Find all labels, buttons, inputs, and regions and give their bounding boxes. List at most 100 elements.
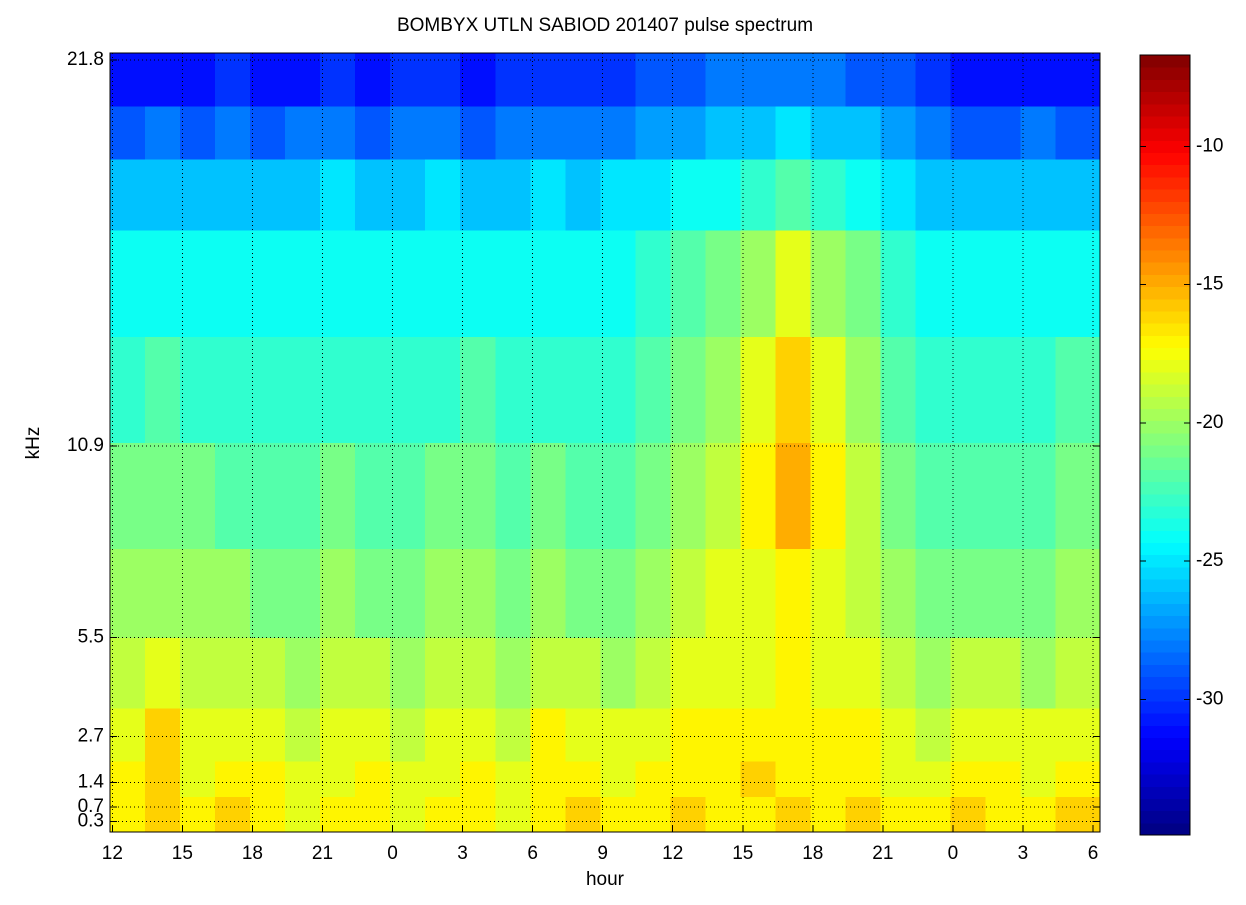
- heatmap-cell: [1055, 637, 1101, 709]
- colorbar-swatch: [1140, 408, 1190, 422]
- colorbar-swatch: [1140, 115, 1190, 129]
- heatmap-cell: [670, 159, 706, 231]
- heatmap-cell: [320, 637, 356, 709]
- heatmap-cell: [810, 796, 846, 833]
- heatmap-cell: [460, 708, 496, 762]
- heatmap-cell: [530, 53, 566, 107]
- heatmap-cell: [390, 230, 426, 337]
- x-tick-label: 21: [312, 843, 333, 864]
- heatmap-cell: [110, 637, 146, 709]
- heatmap-cell: [215, 708, 251, 762]
- heatmap-cell: [425, 230, 461, 337]
- heatmap-cell: [635, 230, 671, 337]
- heatmap-cell: [110, 761, 146, 798]
- heatmap-cell: [495, 796, 531, 833]
- heatmap-cell: [145, 708, 181, 762]
- heatmap-cell: [355, 708, 391, 762]
- heatmap-cell: [180, 548, 216, 638]
- heatmap-cell: [1055, 708, 1101, 762]
- colorbar-swatch: [1140, 262, 1190, 275]
- heatmap-cell: [565, 796, 601, 833]
- heatmap-cell: [530, 548, 566, 638]
- heatmap-cell: [250, 708, 286, 762]
- colorbar-swatch: [1140, 627, 1190, 641]
- heatmap-cell: [880, 53, 917, 107]
- colorbar-swatch: [1140, 237, 1190, 251]
- heatmap-cell: [950, 442, 987, 550]
- colorbar-swatch: [1140, 664, 1190, 678]
- x-tick-label: 12: [662, 843, 683, 864]
- heatmap-cell: [495, 442, 531, 550]
- colorbar-swatch: [1140, 579, 1190, 592]
- heatmap-cell: [355, 106, 391, 160]
- heatmap-cell: [600, 106, 636, 160]
- heatmap-cell: [530, 106, 566, 160]
- x-tick-label: 3: [1018, 843, 1029, 864]
- heatmap-cell: [110, 159, 146, 231]
- colorbar-swatch: [1140, 152, 1190, 166]
- heatmap-cell: [845, 106, 882, 160]
- heatmap-cell: [915, 548, 952, 638]
- heatmap-cell: [845, 548, 882, 638]
- y-tick-label: 21.8: [67, 49, 104, 70]
- heatmap-cell: [565, 442, 601, 550]
- heatmap-cell: [915, 761, 952, 798]
- x-tick-label: 21: [872, 843, 893, 864]
- y-tick-label: 2.7: [78, 725, 104, 746]
- heatmap-cell: [845, 708, 882, 762]
- x-tick-label: 18: [802, 843, 823, 864]
- heatmap-cell: [635, 761, 671, 798]
- heatmap-cell: [320, 53, 356, 107]
- heatmap-cell: [145, 796, 181, 833]
- heatmap-cell: [110, 230, 146, 337]
- heatmap-cell: [250, 761, 286, 798]
- heatmap-cell: [1020, 53, 1057, 107]
- x-tick-label: 15: [172, 843, 193, 864]
- heatmap-cell: [530, 637, 566, 709]
- heatmap-cell: [1055, 442, 1101, 550]
- heatmap-cell: [1055, 548, 1101, 638]
- heatmap-cell: [250, 53, 286, 107]
- heatmap-cell: [530, 336, 566, 443]
- heatmap-cell: [740, 442, 776, 550]
- heatmap-cell: [110, 106, 146, 160]
- heatmap-cell: [425, 637, 461, 709]
- heatmap-cell: [355, 761, 391, 798]
- heatmap-cell: [775, 708, 811, 762]
- x-tick-label: 6: [527, 843, 538, 864]
- heatmap-cell: [670, 336, 706, 443]
- heatmap-cell: [110, 796, 146, 833]
- heatmap-cell: [740, 106, 776, 160]
- heatmap-cell: [915, 106, 952, 160]
- colorbar-swatch: [1140, 189, 1190, 202]
- heatmap-cell: [565, 230, 601, 337]
- heatmap-cell: [1055, 796, 1101, 833]
- heatmap-cell: [845, 761, 882, 798]
- heatmap-cell: [880, 548, 917, 638]
- heatmap-cell: [845, 442, 882, 550]
- heatmap-cell: [1020, 548, 1057, 638]
- heatmap-cell: [740, 548, 776, 638]
- heatmap-cell: [460, 106, 496, 160]
- colorbar-swatch: [1140, 518, 1190, 531]
- colorbar-swatch: [1140, 164, 1190, 178]
- colorbar-swatch: [1140, 250, 1190, 263]
- plot-frame: [109, 52, 1101, 833]
- heatmap-cell: [600, 761, 636, 798]
- heatmap-cell: [845, 230, 882, 337]
- colorbar-swatch: [1140, 432, 1190, 446]
- colorbar-tick-label: -10: [1196, 135, 1223, 156]
- heatmap-cell: [320, 796, 356, 833]
- heatmap-cell: [425, 796, 461, 833]
- heatmap-cell: [705, 708, 741, 762]
- heatmap-cell: [285, 708, 321, 762]
- heatmap-cell: [880, 230, 917, 337]
- colorbar-swatch: [1140, 505, 1190, 519]
- x-tick-label: 0: [948, 843, 959, 864]
- colorbar-swatch: [1140, 469, 1190, 483]
- colorbar-tick-label: -25: [1196, 550, 1223, 571]
- heatmap-cell: [460, 159, 496, 231]
- heatmap-cell: [670, 548, 706, 638]
- heatmap-cell: [460, 796, 496, 833]
- heatmap-cell: [705, 442, 741, 550]
